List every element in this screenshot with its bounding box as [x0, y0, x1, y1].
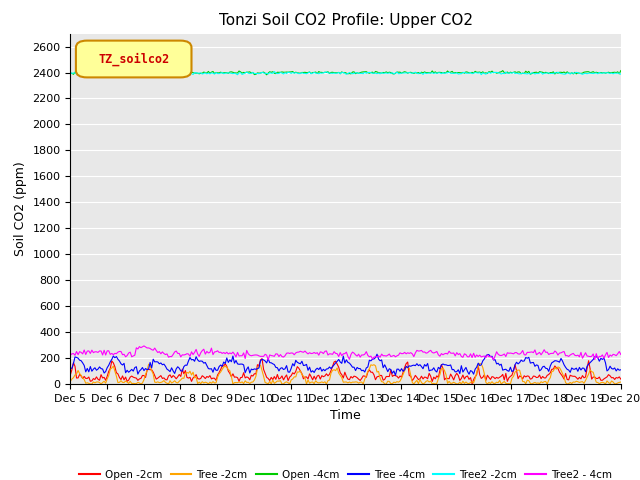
Y-axis label: Soil CO2 (ppm): Soil CO2 (ppm) [14, 161, 27, 256]
Text: TZ_soilco2: TZ_soilco2 [98, 52, 170, 66]
FancyBboxPatch shape [76, 41, 191, 77]
X-axis label: Time: Time [330, 409, 361, 422]
Legend: Open -2cm, Tree -2cm, Open -4cm, Tree -4cm, Tree2 -2cm, Tree2 - 4cm: Open -2cm, Tree -2cm, Open -4cm, Tree -4… [75, 466, 616, 480]
Title: Tonzi Soil CO2 Profile: Upper CO2: Tonzi Soil CO2 Profile: Upper CO2 [219, 13, 472, 28]
